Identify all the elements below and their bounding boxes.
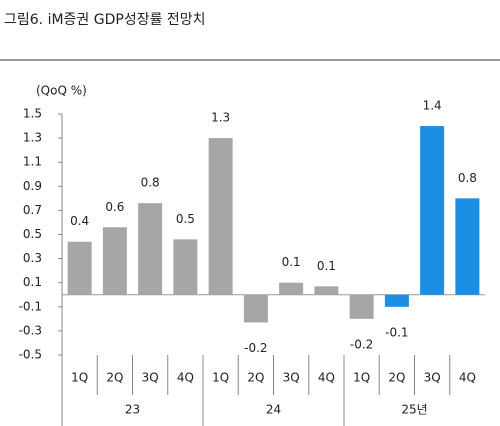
bar [279,282,304,295]
bar [349,294,374,319]
value-label: 0.8 [141,176,160,190]
value-label: -0.1 [385,325,408,339]
y-tick-label: -0.5 [19,348,42,362]
bar [314,286,339,295]
bar [243,294,268,323]
bar [173,239,198,295]
y-tick-label: 1.1 [23,155,42,169]
x-tick-label: 1Q [212,371,229,385]
bar [455,198,480,295]
bar [420,126,445,295]
x-tick-label: 4Q [177,371,194,385]
bar [138,203,163,295]
y-tick-label: 1.5 [23,107,42,121]
y-axis-label: (QoQ %) [36,84,87,98]
x-tick-label: 4Q [459,371,476,385]
y-tick-label: 0.7 [23,203,42,217]
value-label: -0.2 [244,341,267,355]
y-tick-label: -0.3 [19,323,42,337]
value-label: -0.2 [350,337,373,351]
bar [67,241,92,295]
y-tick-label: 0.5 [23,227,42,241]
value-label: 0.4 [70,214,89,228]
x-tick-label: 3Q [142,371,159,385]
value-label: 1.3 [211,111,230,125]
y-tick-label: -0.1 [19,299,42,313]
x-tick-label: 1Q [353,371,370,385]
value-label: 0.5 [176,212,195,226]
bar [102,227,127,295]
value-label: 0.8 [458,171,477,185]
group-label: 25년 [401,403,427,417]
chart-title: 그림6. iM증권 GDP성장률 전망치 [4,12,206,28]
value-label: 0.1 [317,259,336,273]
value-label: 0.6 [105,200,124,214]
bar [384,294,409,307]
group-label: 24 [266,403,281,417]
x-tick-label: 2Q [106,371,123,385]
value-label: 0.1 [282,255,301,269]
y-tick-label: 0.1 [23,275,42,289]
x-tick-label: 2Q [388,371,405,385]
value-label: 1.4 [423,99,442,113]
x-tick-label: 4Q [318,371,335,385]
y-tick-label: 1.3 [23,131,42,145]
group-label: 23 [125,403,140,417]
x-tick-label: 3Q [283,371,300,385]
y-tick-label: 0.3 [23,251,42,265]
x-tick-label: 2Q [247,371,264,385]
bar [208,138,233,295]
x-tick-label: 3Q [424,371,441,385]
y-tick-label: 0.9 [23,179,42,193]
x-tick-label: 1Q [71,371,88,385]
